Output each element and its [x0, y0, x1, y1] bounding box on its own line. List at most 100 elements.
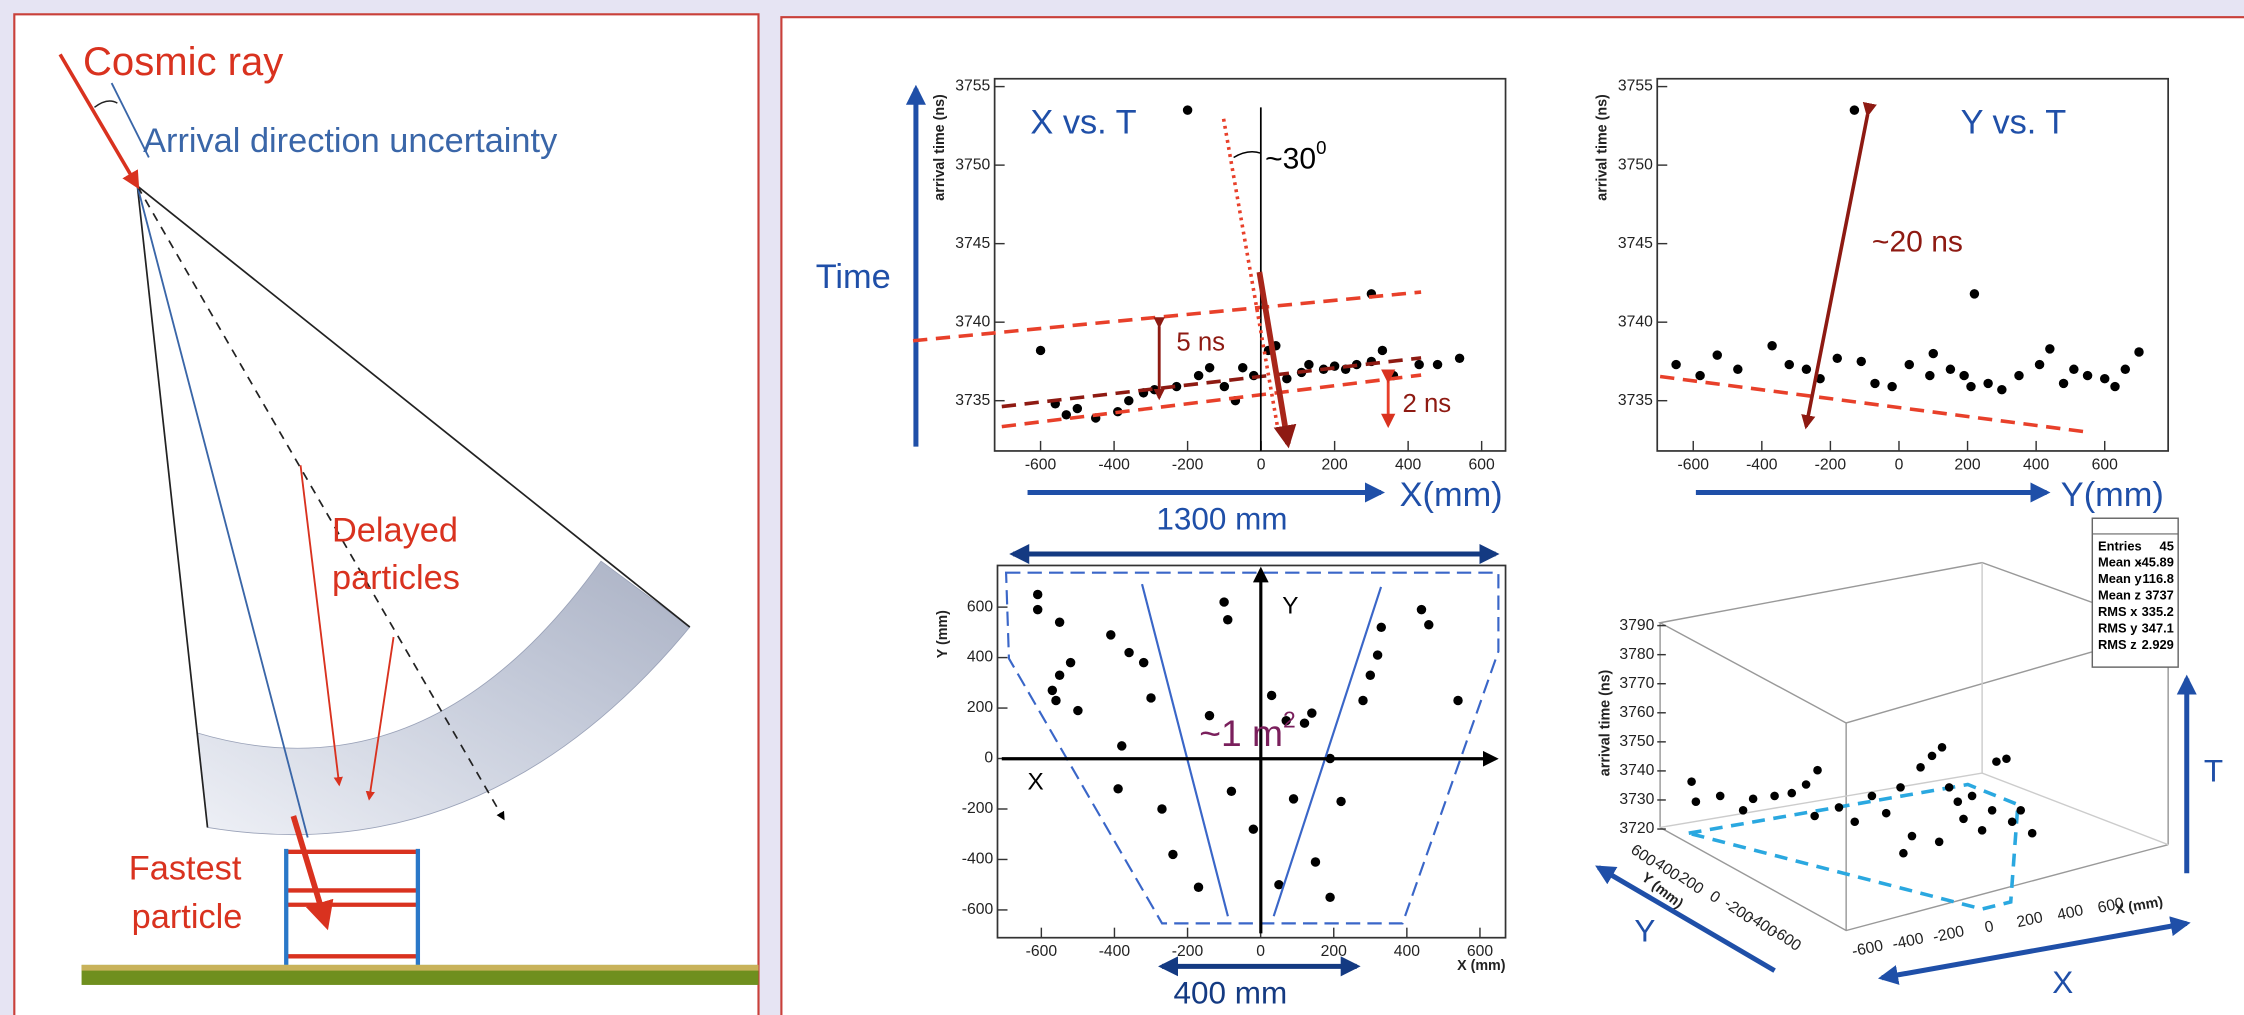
- label: X(mm): [1400, 476, 1503, 514]
- x-tick-label: -600: [1677, 456, 1709, 473]
- y-tick-label: 200: [967, 699, 993, 716]
- point: [1959, 371, 1968, 380]
- x-tick-label: 200: [1321, 456, 1347, 473]
- label: Y(mm): [2061, 476, 2164, 514]
- z-tick-label: 3750: [1619, 733, 1654, 750]
- point: [1249, 824, 1258, 833]
- point: [1073, 706, 1082, 715]
- y-tick-label: 3740: [955, 313, 990, 330]
- axis-title: Y (mm): [935, 610, 951, 658]
- point: [1946, 365, 1955, 374]
- axis-letter: Y: [1282, 592, 1298, 619]
- point: [1055, 618, 1064, 627]
- angle-value: ~30: [1265, 142, 1316, 175]
- z-tick-label: 3760: [1619, 704, 1654, 721]
- z-tick-label: 3790: [1619, 617, 1654, 634]
- y-tick-label: 3755: [955, 78, 990, 95]
- point: [1205, 363, 1214, 372]
- axis-title: arrival time (ns): [1598, 669, 1614, 776]
- point: [1117, 741, 1126, 750]
- label: 400 mm: [1174, 975, 1288, 1010]
- point: [1267, 691, 1276, 700]
- label: Cosmic ray: [83, 40, 283, 84]
- stats-key: Mean z: [2098, 588, 2141, 603]
- x-tick-label: 0: [1256, 943, 1265, 960]
- x-tick-label: 400: [2023, 456, 2049, 473]
- x-tick-label: 600: [2092, 456, 2118, 473]
- x-tick-label: 0: [1257, 456, 1266, 473]
- point: [1300, 718, 1309, 727]
- y-tick-label: 3755: [1618, 78, 1653, 95]
- axis-letter: X: [2052, 965, 2073, 1000]
- z-tick-label: 3770: [1619, 675, 1654, 692]
- x-tick-label: -400: [1098, 456, 1130, 473]
- label: particles: [332, 559, 460, 597]
- point: [1311, 857, 1320, 866]
- label: Time: [816, 258, 891, 296]
- point: [1124, 396, 1133, 405]
- label: Arrival direction uncertainty: [143, 122, 558, 160]
- point: [2035, 360, 2044, 369]
- plot-title: X vs. T: [1030, 104, 1136, 142]
- point: [1453, 696, 1462, 705]
- stats-value: 116.8: [2142, 571, 2174, 586]
- y-tick-label: 400: [967, 649, 993, 666]
- point: [1051, 696, 1060, 705]
- stats-key: Mean y: [2098, 571, 2142, 586]
- point: [1336, 797, 1345, 806]
- plot-title: Y vs. T: [1961, 104, 2067, 142]
- point: [1106, 630, 1115, 639]
- axis-letter: Y: [1634, 914, 1655, 949]
- gap-label: 5 ns: [1176, 328, 1225, 356]
- point: [1157, 804, 1166, 813]
- x-tick-label: -600: [1025, 456, 1057, 473]
- point: [1304, 360, 1313, 369]
- point: [1905, 360, 1914, 369]
- point: [1146, 693, 1155, 702]
- point: [1055, 671, 1064, 680]
- stats-key: RMS y: [2098, 621, 2138, 636]
- point: [1194, 371, 1203, 380]
- point: [1373, 650, 1382, 659]
- point: [1671, 360, 1680, 369]
- point: [2100, 374, 2109, 383]
- stats-key: RMS z: [2098, 637, 2137, 652]
- point: [1455, 354, 1464, 363]
- right-panel: [781, 17, 2244, 1015]
- y-tick-label: 3745: [955, 235, 990, 252]
- angle-sup: 0: [1316, 137, 1326, 158]
- point: [1424, 620, 1433, 629]
- point: [2069, 365, 2078, 374]
- point: [1433, 360, 1442, 369]
- stats-key: RMS x: [2098, 604, 2138, 619]
- y-tick-label: 0: [984, 750, 993, 767]
- x-tick-label: 200: [1321, 943, 1347, 960]
- point: [2083, 371, 2092, 380]
- point: [2121, 365, 2130, 374]
- point: [1785, 360, 1794, 369]
- z-tick-label: 3720: [1619, 820, 1654, 837]
- point: [2059, 379, 2068, 388]
- point: [1227, 787, 1236, 796]
- point: [1223, 615, 1232, 624]
- stats-key: Entries: [2098, 538, 2142, 553]
- gap-label: 2 ns: [1403, 390, 1452, 418]
- area-value: ~1 m: [1199, 712, 1283, 754]
- point: [1307, 708, 1316, 717]
- point: [2045, 344, 2054, 353]
- z-tick-label: 3730: [1619, 791, 1654, 808]
- z-tick-label: 3740: [1619, 762, 1654, 779]
- point: [2134, 347, 2143, 356]
- delay-label: ~20 ns: [1872, 225, 1963, 258]
- x-tick-label: 400: [1395, 456, 1421, 473]
- axis-letter: X: [1028, 769, 1044, 796]
- ground-top: [82, 965, 759, 971]
- point: [1033, 605, 1042, 614]
- point: [1033, 590, 1042, 599]
- stats-value: -45.89: [2137, 555, 2174, 570]
- y-tick-label: -400: [962, 851, 994, 868]
- y-tick-label: 3740: [1618, 313, 1653, 330]
- x-tick-label: -200: [1815, 456, 1847, 473]
- point: [2110, 382, 2119, 391]
- stats-value: 45: [2160, 538, 2174, 553]
